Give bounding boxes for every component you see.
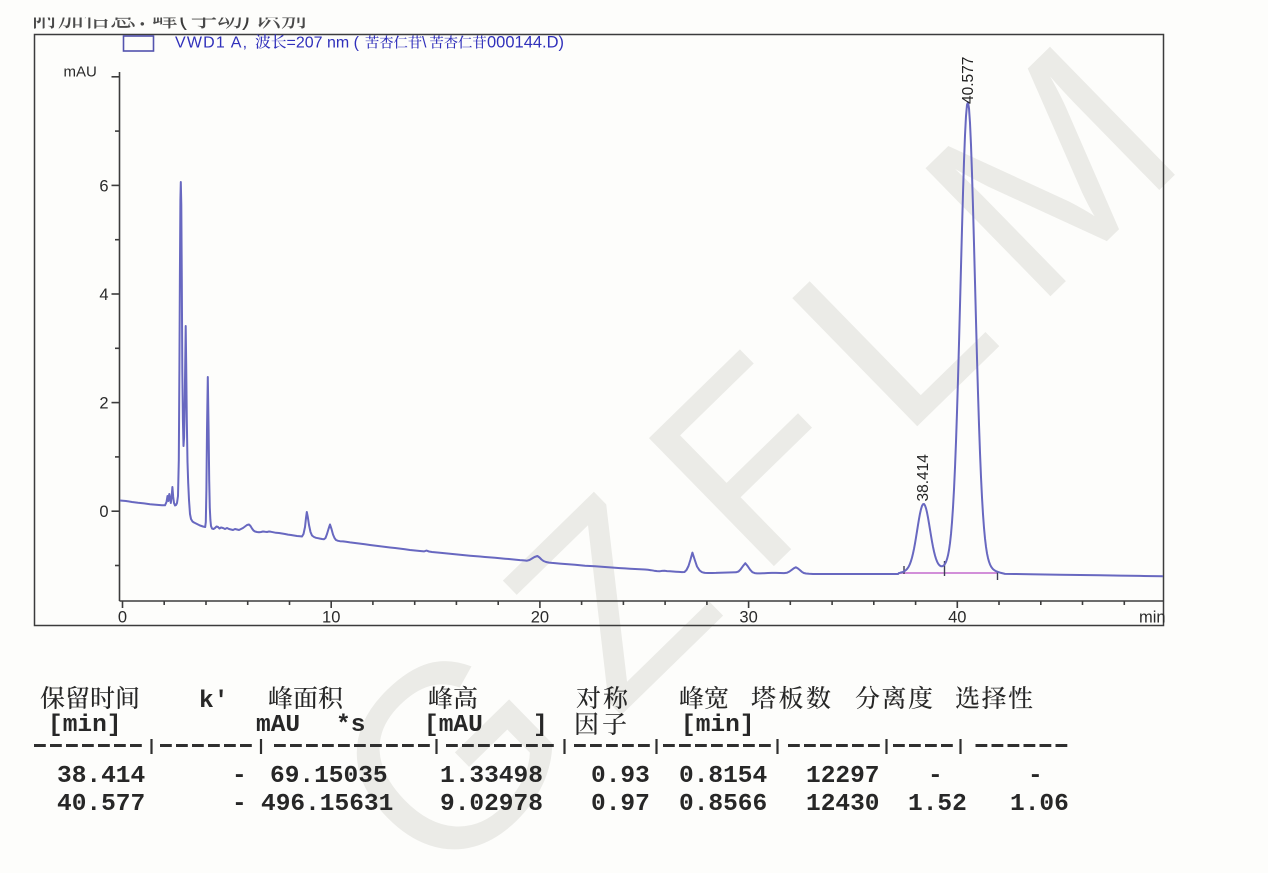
svg-text:0.97: 0.97 xyxy=(591,791,650,818)
svg-text:20: 20 xyxy=(531,609,549,627)
svg-text:k': k' xyxy=(199,688,228,715)
svg-text:-: - xyxy=(1028,763,1043,790)
svg-text:69.15035: 69.15035 xyxy=(270,763,388,790)
svg-text:4: 4 xyxy=(99,286,108,304)
svg-text:-: - xyxy=(232,763,247,790)
svg-text:-: - xyxy=(232,791,247,818)
svg-text:[mAU: [mAU xyxy=(424,712,483,739)
svg-text:38.414: 38.414 xyxy=(915,454,932,502)
svg-text:1.06: 1.06 xyxy=(1010,791,1069,818)
svg-text:10: 10 xyxy=(322,609,340,627)
svg-text:0: 0 xyxy=(99,503,108,521)
svg-text:VWD1 A,: VWD1 A, xyxy=(175,35,248,52)
svg-text:mAU: mAU xyxy=(64,64,97,81)
svg-text:min: min xyxy=(1139,609,1166,627)
svg-text:*s: *s xyxy=(336,712,365,739)
svg-text:0.93: 0.93 xyxy=(591,763,650,790)
svg-text:0: 0 xyxy=(118,609,127,627)
svg-text:40: 40 xyxy=(948,609,966,627)
svg-text:1.52: 1.52 xyxy=(908,791,967,818)
svg-text:12297: 12297 xyxy=(806,763,880,790)
svg-text:[min]: [min] xyxy=(48,712,122,739)
svg-text:[min]: [min] xyxy=(681,712,755,739)
svg-text:(: ( xyxy=(179,4,187,31)
svg-text:12430: 12430 xyxy=(806,791,880,818)
svg-text:-: - xyxy=(928,763,943,790)
svg-text:1.33498: 1.33498 xyxy=(440,763,543,790)
svg-text:]: ] xyxy=(533,712,548,739)
svg-text:=207 nm (: =207 nm ( xyxy=(287,35,360,52)
svg-text:0.8566: 0.8566 xyxy=(679,791,767,818)
svg-text:40.577: 40.577 xyxy=(960,57,977,104)
svg-text:30: 30 xyxy=(739,609,757,627)
svg-text:0.8154: 0.8154 xyxy=(679,763,767,790)
svg-text:38.414: 38.414 xyxy=(57,763,145,790)
svg-text:40.577: 40.577 xyxy=(57,791,145,818)
svg-text:9.02978: 9.02978 xyxy=(440,791,543,818)
svg-text:496.15631: 496.15631 xyxy=(261,791,393,818)
svg-text:\: \ xyxy=(422,35,427,52)
svg-text:): ) xyxy=(242,4,250,31)
svg-text:000144.D): 000144.D) xyxy=(487,34,564,52)
svg-text:6: 6 xyxy=(99,177,108,195)
svg-text:mAU: mAU xyxy=(256,712,300,739)
svg-text:2: 2 xyxy=(99,395,108,413)
